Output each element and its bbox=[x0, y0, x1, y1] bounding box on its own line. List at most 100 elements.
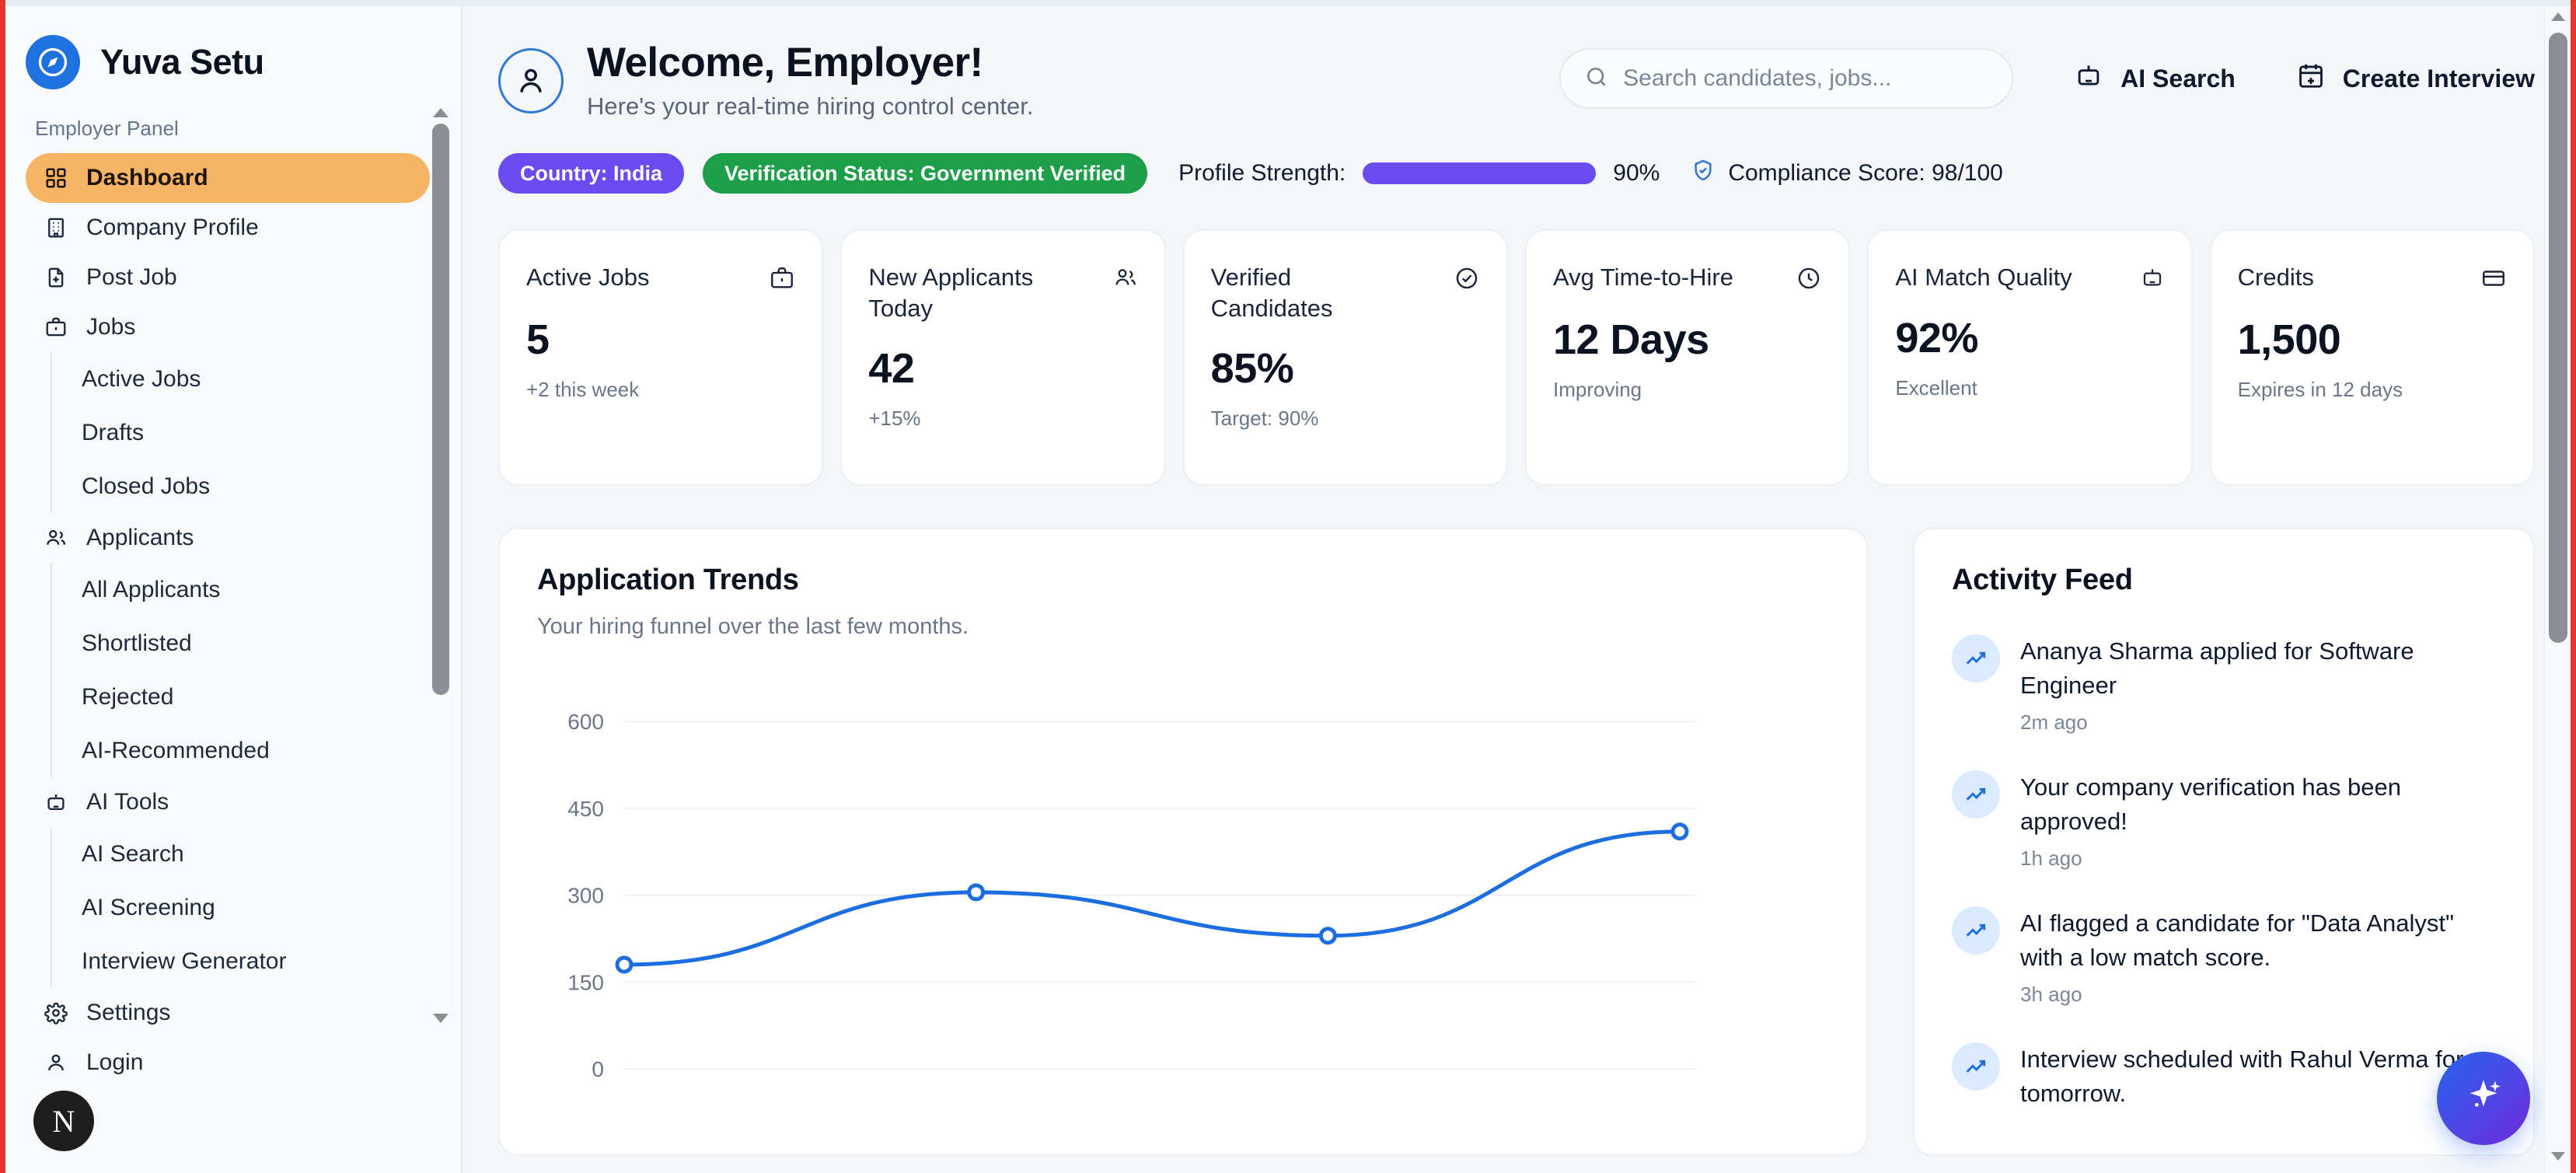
sidebar-item-all-applicants[interactable]: All Applicants bbox=[82, 576, 221, 602]
kpi-title: AI Match Quality bbox=[1895, 264, 2072, 292]
chart-svg: 600 450 300 150 0 bbox=[567, 710, 1695, 1081]
activity-text: Interview scheduled with Rahul Verma for… bbox=[2020, 1046, 2464, 1108]
kpi-title: Active Jobs bbox=[526, 264, 650, 292]
kpi-card-new-applicants-today[interactable]: New Applicants Today 42 +15% bbox=[840, 229, 1166, 487]
activity-text: Your company verification has been appro… bbox=[2020, 773, 2401, 836]
sidebar-item-closed-jobs[interactable]: Closed Jobs bbox=[82, 473, 211, 499]
kpi-sub: Excellent bbox=[1895, 376, 1977, 400]
status-bar: Country: India Verification Status: Gove… bbox=[498, 153, 2535, 194]
sidebar-item-interview-generator[interactable]: Interview Generator bbox=[82, 948, 287, 974]
chart-subtitle: Your hiring funnel over the last few mon… bbox=[537, 614, 969, 640]
sidebar-item-applicants[interactable]: Applicants bbox=[26, 513, 430, 563]
kpi-title: Verified Candidates bbox=[1210, 264, 1333, 322]
sidebar-item-label: Dashboard bbox=[86, 165, 208, 190]
nextjs-dev-badge[interactable]: N bbox=[33, 1091, 94, 1151]
kpi-value: 42 bbox=[868, 344, 915, 392]
list-item[interactable]: Your company verification has been appro… bbox=[1952, 770, 2496, 871]
sidebar-scrollbar-thumb[interactable] bbox=[432, 124, 449, 695]
kpi-title: Avg Time-to-Hire bbox=[1552, 264, 1733, 292]
activity-text: Ananya Sharma applied for Software Engin… bbox=[2020, 637, 2414, 700]
activity-feed-title: Activity Feed bbox=[1952, 564, 2133, 597]
sidebar-item-ai-recommended[interactable]: AI-Recommended bbox=[82, 737, 270, 763]
sidebar-item-label: Login bbox=[86, 1049, 144, 1075]
sidebar-item-drafts[interactable]: Drafts bbox=[82, 419, 145, 445]
sparkles-icon bbox=[2462, 1075, 2505, 1122]
sidebar-item-login[interactable]: Login bbox=[26, 1038, 430, 1087]
ai-search-button[interactable]: AI Search bbox=[2074, 61, 2236, 96]
activity-feed-panel: Activity Feed Ananya Sharma applied for … bbox=[1913, 528, 2535, 1157]
sidebar-item-ai-tools[interactable]: AI Tools bbox=[26, 777, 430, 827]
briefcase-icon bbox=[769, 262, 795, 295]
brand[interactable]: Yuva Setu bbox=[5, 0, 461, 99]
create-interview-button[interactable]: Create Interview bbox=[2296, 61, 2535, 96]
kpi-card-credits[interactable]: Credits 1,500 Expires in 12 days bbox=[2209, 229, 2535, 487]
search-placeholder: Search candidates, jobs... bbox=[1623, 65, 1892, 91]
user-icon bbox=[43, 1049, 69, 1076]
trending-up-icon bbox=[1952, 906, 2000, 955]
page-title: Welcome, Employer! bbox=[587, 40, 983, 86]
activity-time: 1h ago bbox=[2020, 847, 2082, 871]
briefcase-icon bbox=[43, 314, 69, 340]
list-item[interactable]: Interview scheduled with Rahul Verma for… bbox=[1952, 1042, 2496, 1119]
sidebar-item-rejected[interactable]: Rejected bbox=[82, 683, 174, 710]
list-item[interactable]: Ananya Sharma applied for Software Engin… bbox=[1952, 634, 2496, 735]
status-badge-country[interactable]: Country: India bbox=[498, 153, 684, 194]
shield-check-icon bbox=[1691, 158, 1716, 189]
sidebar-item-ai-search[interactable]: AI Search bbox=[82, 840, 184, 867]
kpi-card-ai-match-quality[interactable]: AI Match Quality 92% Excellent bbox=[1867, 229, 2193, 487]
kpi-card-active-jobs[interactable]: Active Jobs 5 +2 this week bbox=[498, 229, 824, 487]
kpi-sub: +2 this week bbox=[526, 378, 640, 402]
sidebar-item-dashboard[interactable]: Dashboard bbox=[26, 153, 430, 203]
sidebar-item-label: Applicants bbox=[86, 525, 194, 550]
page-scrollbar-thumb[interactable] bbox=[2549, 33, 2567, 643]
kpi-card-avg-time-to-hire[interactable]: Avg Time-to-Hire 12 Days Improving bbox=[1524, 229, 1851, 487]
compliance-score-label: Compliance Score: 98/100 bbox=[1728, 160, 2003, 187]
brand-name: Yuva Setu bbox=[100, 42, 264, 82]
app-root: Yuva Setu Employer Panel Dashboard bbox=[5, 0, 2571, 1173]
robot-icon bbox=[2074, 61, 2103, 96]
kpi-sub: +15% bbox=[868, 406, 921, 430]
status-badge-verification[interactable]: Verification Status: Government Verified bbox=[703, 153, 1148, 194]
ai-tools-subnav: AI Search AI Screening Interview Generat… bbox=[51, 827, 430, 988]
kpi-title: Credits bbox=[2237, 264, 2314, 292]
sidebar-item-label: AI Tools bbox=[86, 789, 169, 815]
applicants-subnav: All Applicants Shortlisted Rejected AI-R… bbox=[51, 563, 430, 777]
main-content: Welcome, Employer! Here's your real-time… bbox=[462, 0, 2571, 1173]
list-item[interactable]: AI flagged a candidate for "Data Analyst… bbox=[1952, 906, 2496, 1007]
compliance-score: Compliance Score: 98/100 bbox=[1691, 158, 2003, 189]
profile-strength-bar bbox=[1363, 162, 1597, 185]
scroll-up-arrow-icon[interactable] bbox=[433, 108, 449, 117]
application-trends-chart[interactable]: 600 450 300 150 0 bbox=[537, 679, 1829, 1083]
search-input[interactable]: Search candidates, jobs... bbox=[1559, 48, 2014, 109]
kpi-sub: Improving bbox=[1552, 378, 1642, 402]
sidebar-item-ai-screening[interactable]: AI Screening bbox=[82, 894, 215, 920]
svg-text:450: 450 bbox=[567, 797, 604, 821]
svg-text:600: 600 bbox=[567, 710, 604, 734]
sidebar-item-label: Post Job bbox=[86, 264, 177, 290]
ai-assistant-fab[interactable] bbox=[2437, 1052, 2530, 1145]
ai-search-button-label: AI Search bbox=[2120, 64, 2236, 93]
sidebar-item-jobs[interactable]: Jobs bbox=[26, 302, 430, 352]
scroll-down-arrow-icon[interactable] bbox=[433, 1014, 449, 1023]
page-scrollbar[interactable] bbox=[2544, 0, 2571, 1173]
avatar bbox=[498, 47, 564, 113]
trending-up-icon bbox=[1952, 1042, 2000, 1091]
kpi-value: 1,500 bbox=[2237, 316, 2341, 364]
check-circle-icon bbox=[1454, 262, 1480, 295]
sidebar-section-label: Employer Panel bbox=[35, 117, 179, 140]
clock-icon bbox=[1796, 262, 1822, 295]
window-top-strip bbox=[5, 0, 2571, 6]
page-scroll-down-arrow-icon[interactable] bbox=[2551, 1152, 2565, 1161]
sidebar-scrollbar[interactable] bbox=[431, 105, 450, 1026]
sidebar-item-active-jobs[interactable]: Active Jobs bbox=[82, 365, 201, 392]
page-subtitle: Here's your real-time hiring control cen… bbox=[587, 93, 1034, 120]
application-trends-panel: Application Trends Your hiring funnel ov… bbox=[498, 528, 1868, 1157]
page-scroll-up-arrow-icon[interactable] bbox=[2551, 12, 2565, 21]
sidebar-item-shortlisted[interactable]: Shortlisted bbox=[82, 630, 192, 656]
activity-time: 3h ago bbox=[2020, 983, 2082, 1007]
sidebar-item-post-job[interactable]: Post Job bbox=[26, 253, 430, 302]
kpi-card-verified-candidates[interactable]: Verified Candidates 85% Target: 90% bbox=[1182, 229, 1508, 487]
sidebar-item-settings[interactable]: Settings bbox=[26, 988, 430, 1038]
sidebar-item-company-profile[interactable]: Company Profile bbox=[26, 203, 430, 253]
compass-icon bbox=[26, 35, 80, 89]
